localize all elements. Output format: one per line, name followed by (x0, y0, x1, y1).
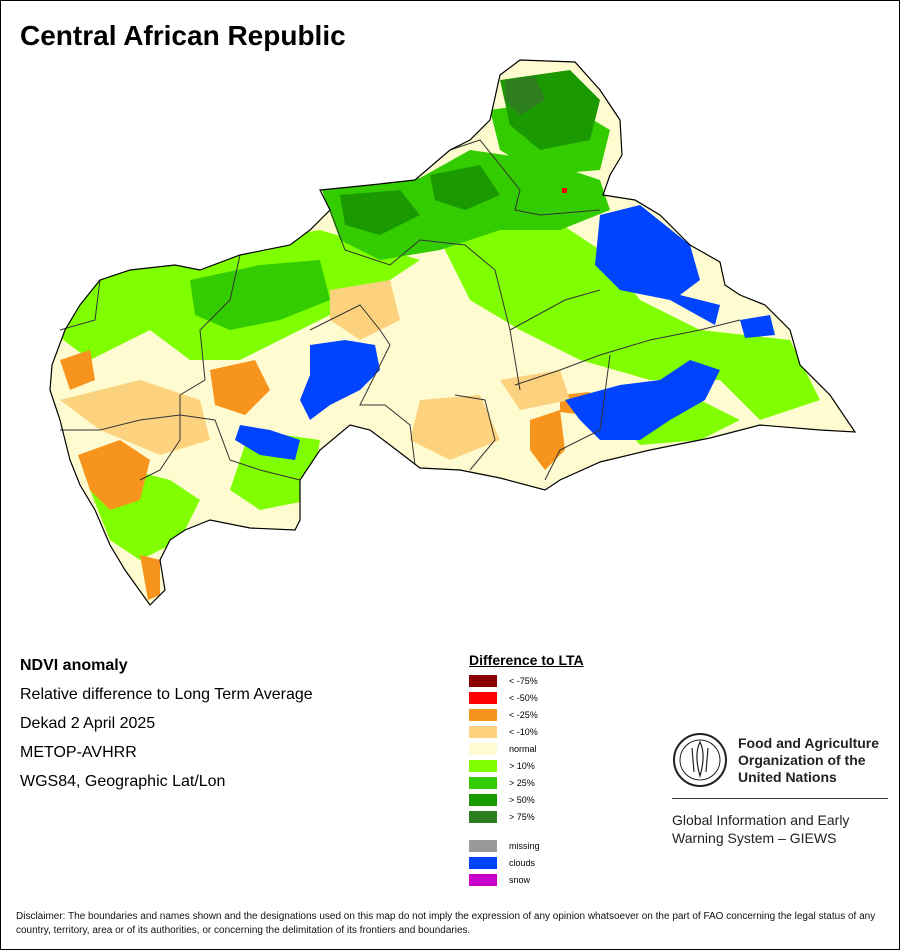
legend-label: < -50% (509, 692, 538, 703)
legend-swatch (469, 725, 497, 738)
legend-swatch (469, 810, 497, 823)
fao-name-line-3: United Nations (738, 768, 837, 785)
legend-label: > 50% (509, 794, 535, 805)
fao-name-line-1: Food and Agriculture (738, 734, 880, 751)
map-info-panel: NDVI anomaly Relative difference to Long… (20, 656, 313, 801)
ndvi-anomaly-map (49, 59, 856, 606)
legend-extra-item: snow (469, 871, 584, 888)
legend-swatch (469, 839, 497, 852)
legend-swatch (469, 856, 497, 869)
legend-item: > 75% (469, 808, 584, 825)
legend-item: normal (469, 740, 584, 757)
legend-label: > 10% (509, 760, 535, 771)
legend-swatch (469, 708, 497, 721)
legend-item: > 10% (469, 757, 584, 774)
info-line-projection: WGS84, Geographic Lat/Lon (20, 773, 226, 790)
info-line-period: Dekad 2 April 2025 (20, 715, 156, 732)
legend-item: > 50% (469, 791, 584, 808)
fao-logo-icon (673, 733, 727, 787)
legend-swatch (469, 776, 497, 789)
legend-swatch (469, 873, 497, 886)
cloud-cover-areas (235, 205, 775, 460)
legend-label: normal (509, 743, 537, 754)
info-line-description: Relative difference to Long Term Average (20, 686, 313, 703)
disclaimer-text: Disclaimer: The boundaries and names sho… (16, 911, 876, 936)
legend-label: < -75% (509, 675, 538, 686)
fao-name-line-2: Organization of the (738, 751, 866, 768)
fao-branding: Food and Agriculture Organization of the… (672, 732, 888, 847)
legend-label: < -10% (509, 726, 538, 737)
admin-boundaries (59, 139, 741, 481)
legend-extra-item: clouds (469, 854, 584, 871)
legend-item: > 25% (469, 774, 584, 791)
fao-divider (672, 798, 888, 799)
legend-label: < -25% (509, 709, 538, 720)
legend-label: missing (509, 840, 540, 851)
info-heading: NDVI anomaly (20, 657, 128, 674)
legend-label: clouds (509, 857, 536, 868)
light-orange-anomaly-areas (60, 280, 570, 460)
legend-swatch (469, 742, 497, 755)
legend-extra-item: missing (469, 837, 584, 854)
legend-swatch (469, 691, 497, 704)
legend-swatch (469, 793, 497, 806)
giews-line-2: Warning System – GIEWS (672, 830, 837, 846)
legend-label: > 25% (509, 777, 535, 788)
legend-item: < -50% (469, 689, 584, 706)
legend-swatch (469, 759, 497, 772)
giews-line-1: Global Information and Early (672, 812, 850, 828)
legend-title: Difference to LTA (469, 652, 584, 668)
map-legend: Difference to LTA < -75% < -50% < -25% < -1… (469, 652, 584, 888)
info-line-sensor: METOP-AVHRR (20, 744, 137, 761)
darkest-green-anomaly-areas (505, 76, 545, 115)
legend-label: > 75% (509, 811, 535, 822)
legend-label: snow (509, 874, 531, 885)
red-anomaly-patch (562, 188, 567, 193)
legend-item: < -75% (469, 672, 584, 689)
legend-item: < -10% (469, 723, 584, 740)
legend-swatch (469, 674, 497, 687)
map-title: Central African Republic (20, 20, 346, 51)
legend-item: < -25% (469, 706, 584, 723)
